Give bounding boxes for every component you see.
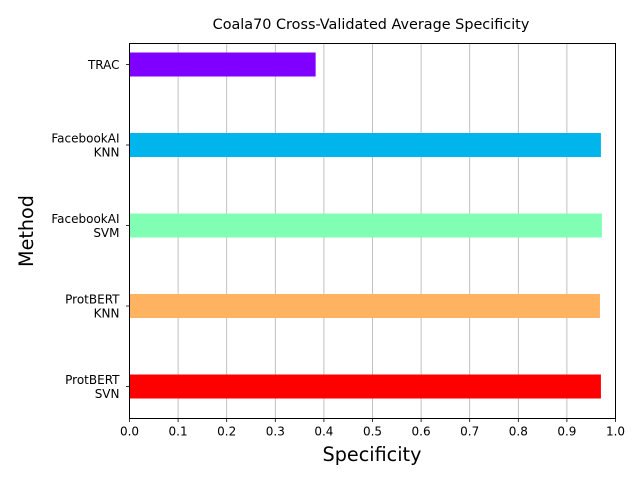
y-tick-label: FacebookAI <box>51 132 119 146</box>
x-tick-label: 0.7 <box>460 425 479 439</box>
y-axis-ticks: ProtBERTSVNProtBERTKNNFacebookAISVMFaceb… <box>51 58 130 401</box>
y-tick-label: SVN <box>95 387 120 401</box>
y-tick-label: ProtBERT <box>65 373 120 387</box>
y-tick-label: ProtBERT <box>65 293 120 307</box>
x-tick-label: 1.0 <box>606 425 625 439</box>
x-tick-label: 0.1 <box>169 425 188 439</box>
y-axis-label: Method <box>15 195 38 267</box>
y-tick-label: FacebookAI <box>51 212 119 226</box>
plot-frame <box>129 43 616 419</box>
bar <box>129 294 600 318</box>
x-tick-label: 0.4 <box>314 425 333 439</box>
bar <box>129 52 316 77</box>
x-tick-label: 0.5 <box>363 425 382 439</box>
y-tick-label: KNN <box>94 306 120 320</box>
x-tick-label: 0.2 <box>217 425 236 439</box>
y-tick-label: KNN <box>94 145 120 159</box>
x-tick-label: 0.9 <box>557 425 576 439</box>
x-axis-label: Specificity <box>323 443 422 466</box>
x-axis-ticks: 0.0 0.1 0.2 0.3 0.4 0.5 0.6 0.7 0.8 0.9 1.0 <box>120 418 625 439</box>
x-tick-label: 0.0 <box>120 425 139 439</box>
x-tick-label: 0.8 <box>509 425 528 439</box>
bars <box>129 52 602 399</box>
y-tick-label: TRAC <box>87 58 120 72</box>
y-tick-label: SVM <box>93 226 119 240</box>
bar <box>129 213 602 238</box>
x-tick-label: 0.6 <box>412 425 431 439</box>
bar <box>129 374 601 399</box>
bar <box>129 133 601 157</box>
x-tick-label: 0.3 <box>266 425 285 439</box>
chart-title: Coala70 Cross-Validated Average Specific… <box>213 17 530 33</box>
